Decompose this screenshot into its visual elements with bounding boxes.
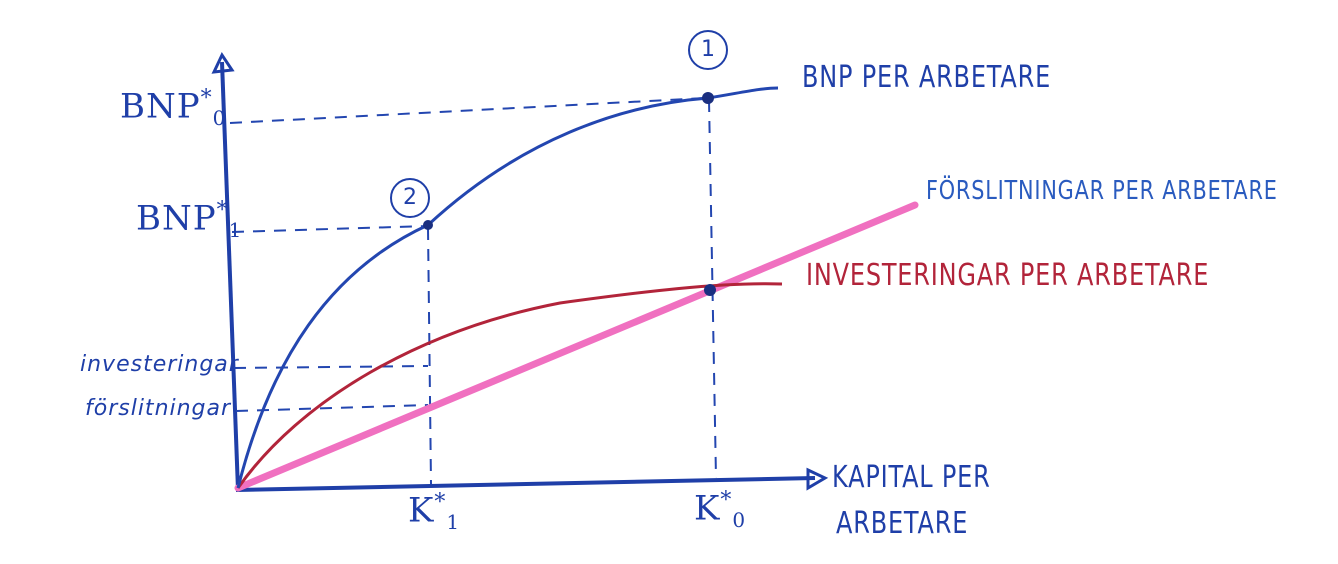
x-axis-title-line2: ARBETARE [836, 506, 969, 541]
bnp0-guide [229, 97, 707, 124]
bnp-curve-label: BNP PER ARBETARE [802, 60, 1052, 95]
k0-label-sub: 0 [732, 508, 747, 533]
x-axis-title-line1: KAPITAL PER [832, 460, 991, 495]
k0-label-base: K [694, 488, 721, 529]
bnp1-label-sub: 1 [228, 218, 243, 243]
investeringar-guide [233, 365, 429, 369]
point-one [702, 92, 714, 104]
steady-state-point [704, 284, 716, 296]
y-axis-arrow-icon [211, 51, 235, 74]
k1-label-sup: * [434, 490, 447, 515]
forslitningar-label: förslitningar [85, 396, 232, 421]
k1-label-base: K [408, 490, 435, 531]
k1-label: K*1 [408, 490, 460, 534]
forslitningar-curve-label: FÖRSLITNINGAR PER ARBETARE [926, 176, 1278, 206]
point-one-marker: 1 [688, 30, 728, 70]
k0-label: K*0 [694, 488, 746, 532]
bnp0-label-sup: * [200, 86, 213, 111]
bnp0-label-sub: 0 [212, 106, 227, 131]
forslitningar-guide [235, 404, 429, 412]
investeringar-curve-label: INVESTERINGAR PER ARBETARE [806, 258, 1210, 293]
point-two [423, 220, 433, 230]
k0-label-sup: * [720, 488, 733, 513]
y-axis [220, 61, 240, 491]
x-axis-arrow-icon [806, 467, 829, 491]
bnp1-label-base: BNP [136, 198, 217, 239]
investeringar-label: investeringar [80, 352, 239, 377]
bnp-curve [236, 86, 779, 489]
bnp1-label-sup: * [216, 198, 229, 223]
bnp0-label-base: BNP [120, 86, 201, 127]
bnp1-label: BNP*1 [136, 198, 242, 242]
bnp0-label: BNP*0 [120, 86, 226, 130]
point-two-marker: 2 [390, 178, 430, 218]
k1-label-sub: 1 [446, 510, 461, 535]
x-axis [235, 476, 816, 492]
bnp1-guide [231, 225, 429, 233]
k1-guide [427, 227, 432, 485]
forslitningar-line [234, 201, 919, 492]
